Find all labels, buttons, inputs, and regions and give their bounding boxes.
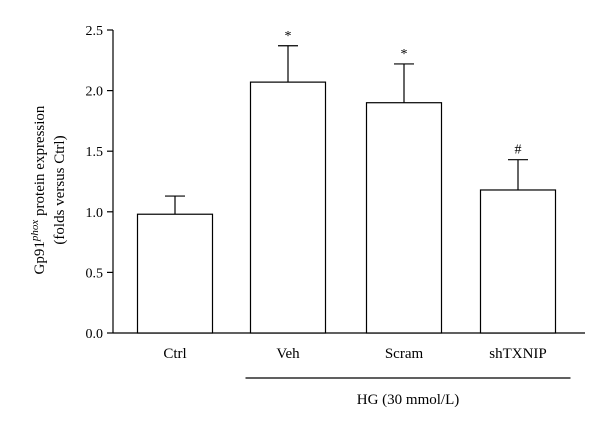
bar-Veh [249, 81, 327, 334]
bar-shTXNIP [479, 189, 557, 334]
y-tick-label-3: 1.5 [86, 145, 104, 160]
y-tick-label-2: 1.0 [86, 206, 104, 221]
category-label-shTXNIP: shTXNIP [489, 346, 547, 362]
y-axis-title: Gp91phox protein expression (folds versu… [29, 105, 68, 274]
bar-Ctrl [136, 213, 214, 334]
y-axis-title-line2: (folds versus Ctrl) [52, 135, 68, 244]
y-tick-label-1: 0.5 [86, 266, 104, 281]
category-label-Veh: Veh [276, 346, 300, 362]
y-axis-title-line1: Gp91phox protein expression [29, 105, 48, 274]
significance-mark-Scram: * [401, 47, 408, 62]
group-label: HG (30 mmol/L) [357, 392, 460, 408]
y-tick-label-4: 2.0 [86, 85, 104, 100]
category-label-Scram: Scram [385, 346, 424, 362]
y-tick-label-0: 0.0 [86, 327, 104, 342]
bar-Scram [365, 102, 443, 334]
category-label-Ctrl: Ctrl [163, 346, 186, 362]
significance-mark-shTXNIP: # [515, 143, 522, 158]
significance-mark-Veh: * [285, 29, 292, 44]
y-tick-label-5: 2.5 [86, 24, 104, 39]
plot-area: 0.0 0.5 1.0 1.5 2.0 2.5 Ctrl * Veh * Scram # shTXNIP… [86, 24, 585, 408]
